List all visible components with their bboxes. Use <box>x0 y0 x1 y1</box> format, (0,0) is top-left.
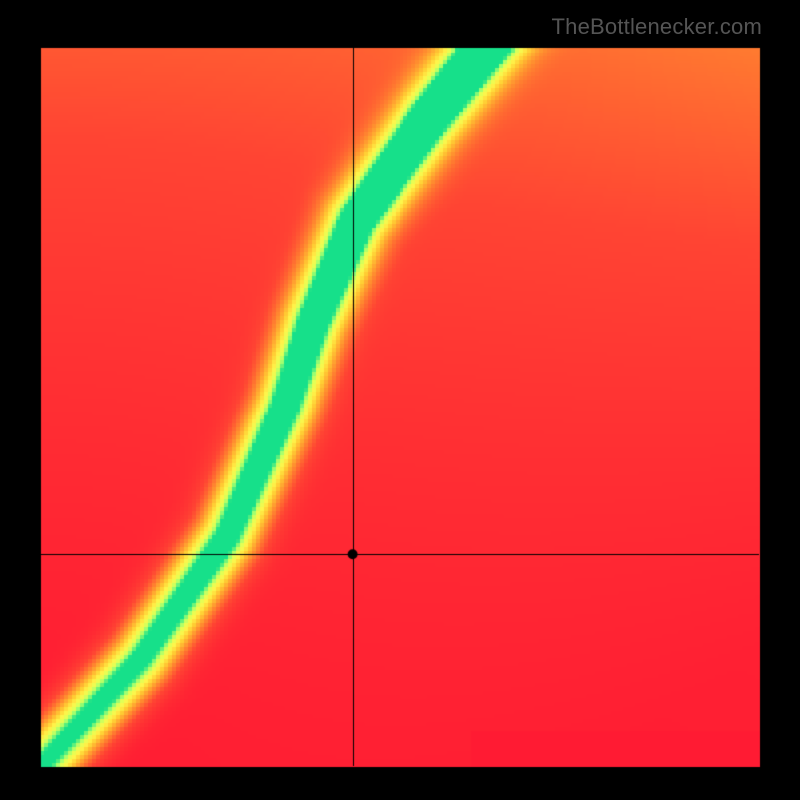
heatmap-canvas <box>0 0 800 800</box>
chart-container: TheBottlenecker.com <box>0 0 800 800</box>
heatmap-canvas-wrap <box>0 0 800 800</box>
watermark-text: TheBottlenecker.com <box>552 14 762 40</box>
